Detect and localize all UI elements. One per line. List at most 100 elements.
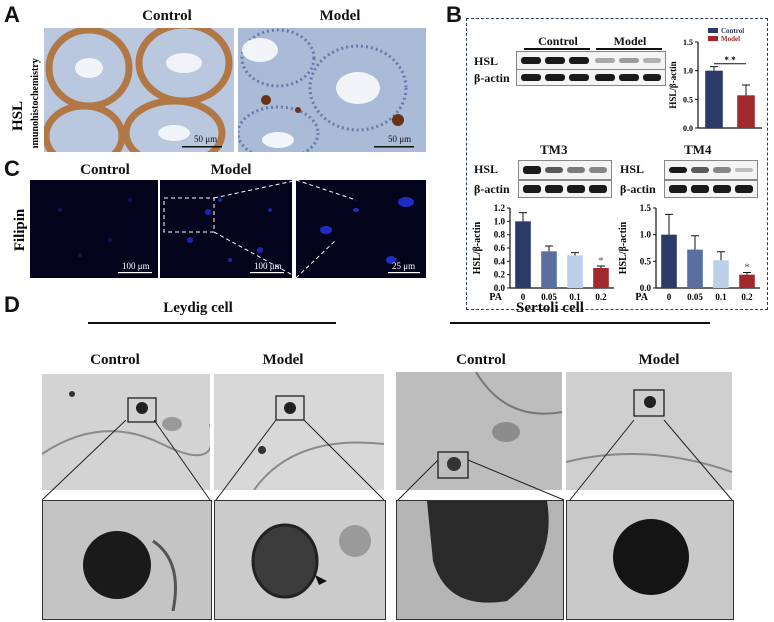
tm4-hsl-strip [664,160,758,180]
y-axis-label: HSL/β-actin [618,221,629,274]
x-tick-label: 0.05 [687,292,703,302]
filipin-control-scale-text: 100 μm [122,261,150,271]
filipin-zoom-connector [214,180,298,278]
em-sertoli-model-zoom-svg [567,501,733,619]
y-tick-label: 1.5 [640,203,652,213]
tm3-significance-marker: * [598,255,604,267]
blot-actin-label: β-actin [474,71,510,85]
tm4-bar-chart: 0.0 0.5 1.0 1.5 HSL/β-actin 0 0.05 0.1 0.2 PA * [618,203,760,303]
panel-letter-a: A [4,2,20,27]
ihc-model-svg: 50 μm [238,28,426,152]
panel-c-model-label: Model [210,162,252,178]
bar [713,260,729,288]
bar [687,249,703,288]
panel-c-row-label: Filipin [4,180,34,278]
leydig-cell-label: Leydig cell [163,300,233,316]
tm3-actin-strip [518,180,612,198]
filipin-model-scale-text: 100 μm [254,261,282,271]
y-tick-label: 0.5 [683,95,693,104]
sertoli-cell-label: Sertoli cell [516,300,584,316]
tm3-title: TM3 [540,142,568,157]
em-sertoli-control-zoom [396,500,564,620]
y-tick-label: 0.5 [640,256,652,266]
y-tick-label: 0.4 [494,256,506,266]
panel-b-frame [466,18,768,310]
filipin-zoom-scale-text: 25 μm [392,261,415,271]
ihc-model-scale-text: 50 μm [388,134,411,144]
x-prefix-label: PA [489,292,502,303]
tm3-hsl-label: HSL [474,162,499,176]
bar [593,268,609,288]
em-sertoli-control-label: Control [456,352,506,368]
filipin-model-image: 100 μm [160,180,292,278]
x-tick-label: 0.05 [541,292,557,302]
panel-letter-b: B [446,2,462,27]
panel-c-row-label-svg: Filipin [12,208,28,251]
em-leydig-model-image [214,374,384,490]
panel-letter-c: C [4,156,20,181]
y-tick-label: 1.0 [494,216,506,226]
x-tick-label: 0.1 [715,292,727,302]
em-leydig-model-svg [214,374,384,490]
y-tick-label: 0.0 [683,124,693,133]
filipin-control-image: 100 μm [30,180,158,278]
legend-swatch [708,28,718,33]
filipin-zoom-svg: 25 μm [296,180,426,278]
y-tick-label: 1.0 [640,230,652,240]
em-leydig-control-zoom [42,500,212,620]
y-tick-label: 0.0 [494,283,506,293]
x-prefix-label: PA [635,292,648,303]
y-tick-label: 0.0 [640,283,652,293]
tm4-significance-marker: * [744,262,750,274]
y-tick-label: 1.5 [683,38,693,47]
y-tick-label: 1.2 [494,203,506,213]
leydig-underline [88,322,336,324]
sertoli-underline [450,322,710,324]
em-leydig-control-zoom-svg [43,501,211,619]
bar [737,95,755,128]
tm4-title: TM4 [684,142,712,157]
em-sertoli-control-svg [396,372,562,490]
y-tick-label: 0.8 [494,230,506,240]
em-sertoli-control-zoom-svg [397,501,563,619]
bar [705,70,723,128]
y-axis-label: HSL/β-actin [472,221,483,274]
bar [515,221,531,288]
tm3-actin-label: β-actin [474,182,510,196]
tm4-actin-label: β-actin [620,182,656,196]
legend-entry: Control [721,27,744,35]
panel-a-control-label: Control [142,8,192,24]
panel-c-ylabel: Filipin [12,208,28,251]
bar [661,234,677,288]
blot-actin-strip [516,69,666,86]
blot-hsl-label: HSL [474,54,499,68]
x-tick-label: 0.2 [741,292,753,302]
blot-control-label: Control [538,34,578,48]
x-tick-label: 0.1 [569,292,581,302]
tm4-hsl-label: HSL [620,162,645,176]
blot-control-underline [524,48,590,50]
tm3-bar-chart: 0.0 0.2 0.4 0.6 0.8 1.0 1.2 HSL/β-actin 0 0.05 0.1… [472,203,614,303]
ihc-control-image: 50 μm [44,28,234,152]
significance-marker: * * [724,55,736,65]
em-sertoli-model-label: Model [638,352,680,368]
em-sertoli-model-zoom [566,500,734,620]
filipin-control-svg: 100 μm [30,180,158,278]
panel-a-row-label-svg: HSL Immunohistochemistry [10,58,41,157]
em-leydig-control-label: Control [90,352,140,368]
tm3-hsl-strip [518,160,612,180]
y-tick-label: 0.2 [494,270,506,280]
tm4-actin-strip [664,180,758,198]
ihc-control-svg: 50 μm [44,28,234,152]
panel-a-model-label: Model [319,8,361,24]
em-leydig-model-zoom [214,500,386,620]
em-sertoli-control-image [396,372,562,490]
ihc-model-image: 50 μm [238,28,426,152]
bar [541,251,557,288]
panel-a-row-label: HSL Immunohistochemistry [2,28,42,157]
y-tick-label: 0.6 [494,243,506,253]
em-leydig-model-zoom-svg [215,501,385,619]
ihc-control-scale-text: 50 μm [194,134,217,144]
em-leydig-model-label: Model [262,352,304,368]
